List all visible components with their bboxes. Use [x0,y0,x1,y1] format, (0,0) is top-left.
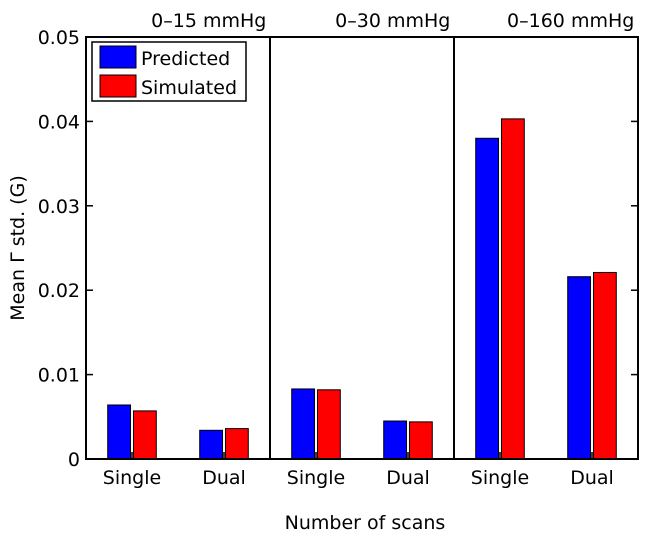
x-tick-label: Single [471,467,529,489]
bar-simulated [224,428,249,460]
y-tick-label: 0.03 [38,196,80,218]
bar-simulated [592,271,617,460]
x-tick-label: Dual [202,467,246,489]
x-tick-label: Single [287,467,345,489]
bar-simulated [408,421,433,460]
group-labels: 0–15 mmHg 0–30 mmHg 0–160 mmHg [151,10,634,32]
legend-label-simulated: Simulated [141,77,237,99]
plot-frame [85,36,639,460]
group-separators [269,37,455,459]
bar-simulated [132,410,157,460]
bar-predicted [199,429,224,460]
legend-swatch-simulated [99,74,137,98]
legend-swatch-predicted [99,45,137,69]
x-tick-label: Dual [570,467,614,489]
bar-predicted [475,137,500,460]
group-label: 0–30 mmHg [335,10,450,32]
bar-predicted [291,388,316,460]
group-label: 0–15 mmHg [151,10,266,32]
y-ticks: 0 0.01 0.02 0.03 0.04 0.05 [38,27,638,471]
y-tick-label: 0 [68,449,80,471]
y-axis-label: Mean Γ std. (G) [7,175,29,320]
bar-predicted [567,276,592,460]
y-tick-label: 0.01 [38,365,80,387]
x-ticks: Single Dual Single Dual Single Dual [103,452,614,489]
group-label: 0–160 mmHg [507,10,634,32]
y-tick-label: 0.04 [38,111,80,133]
legend-label-predicted: Predicted [141,48,230,70]
plot-area [86,37,638,459]
bar-predicted [383,420,408,460]
x-axis-label: Number of scans [285,512,446,534]
bar-simulated [500,118,525,460]
bar-simulated [316,389,341,460]
x-tick-label: Single [103,467,161,489]
y-tick-label: 0.02 [38,280,80,302]
x-tick-label: Dual [386,467,430,489]
y-tick-label: 0.05 [38,27,80,49]
legend: Predicted Simulated [91,41,247,102]
bar-predicted [107,404,132,460]
